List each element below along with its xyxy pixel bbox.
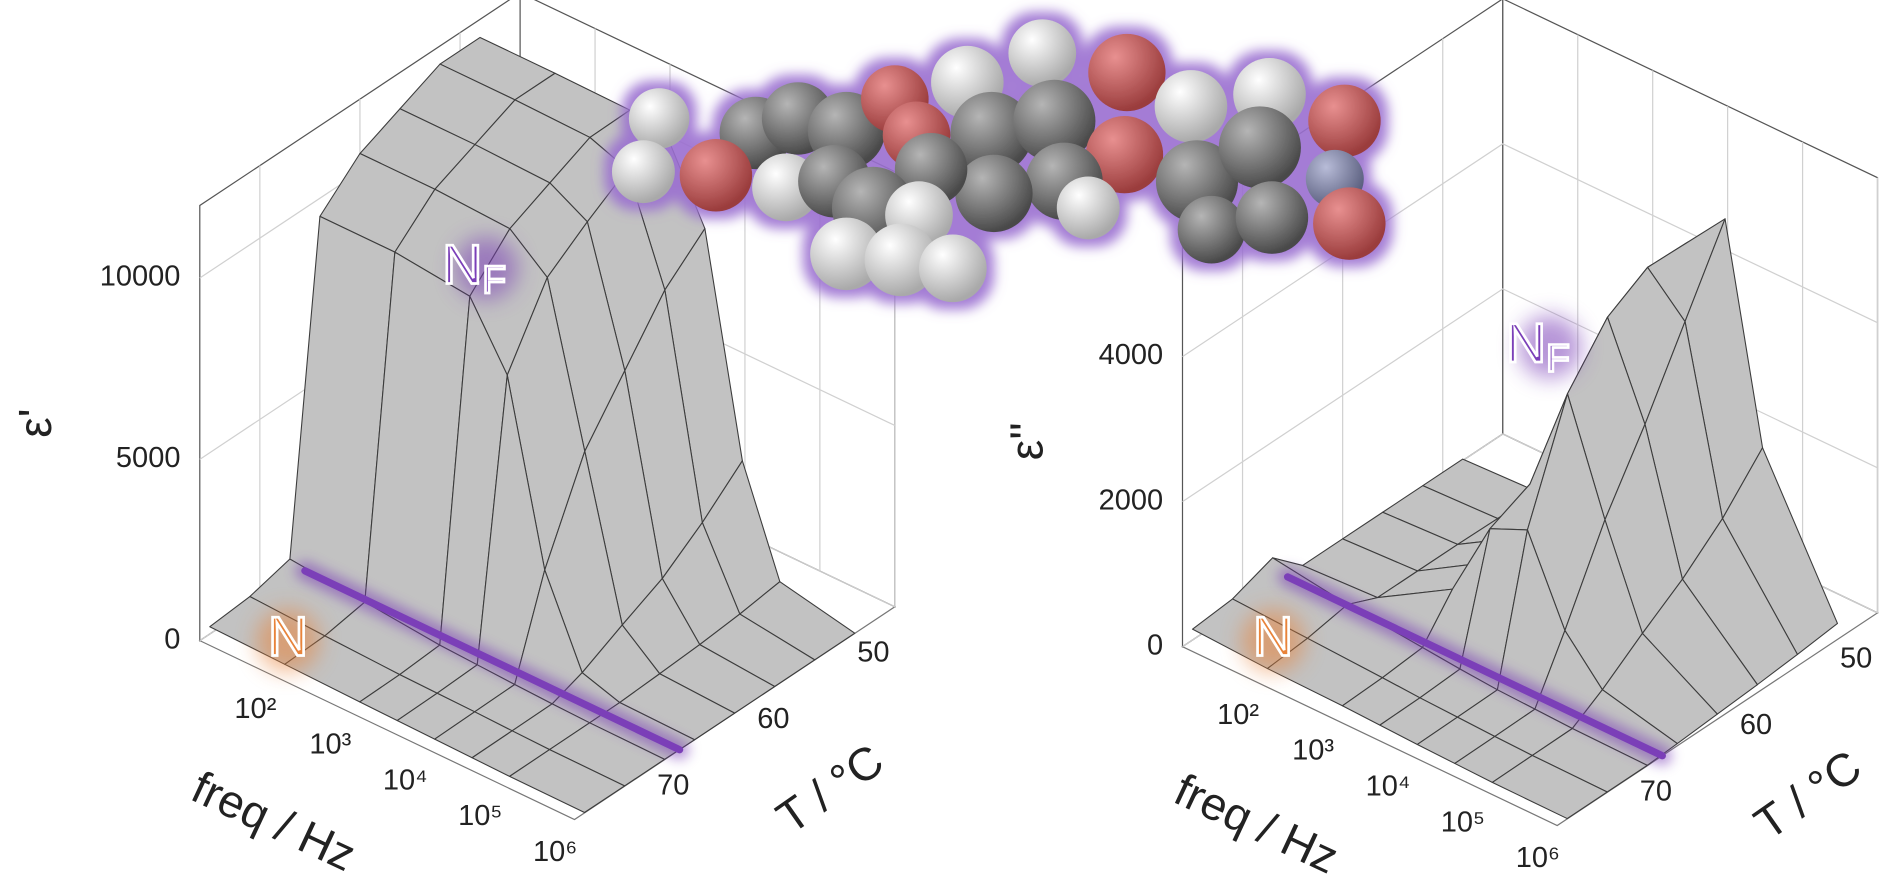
y-tick-label: 70 bbox=[657, 770, 689, 802]
page: {"chart_data": [ {"type": "surface", "zl… bbox=[0, 0, 1896, 886]
x-tick-label: 10⁴ bbox=[383, 764, 428, 796]
z-tick-label: 0 bbox=[1147, 629, 1163, 661]
phase-label-main: N bbox=[268, 605, 308, 667]
x-tick-label: 10² bbox=[234, 693, 276, 725]
x-tick-label: 10⁵ bbox=[458, 800, 502, 832]
x-tick-label: 10⁴ bbox=[1366, 771, 1411, 803]
x-tick-label: 10³ bbox=[1292, 735, 1334, 767]
y-tick-label: 50 bbox=[857, 637, 889, 669]
y-tick-label: 70 bbox=[1640, 776, 1672, 808]
phase-label: N bbox=[1253, 605, 1293, 667]
phase-label: N bbox=[268, 605, 308, 667]
z-tick-label: 5000 bbox=[116, 442, 181, 474]
x-tick-label: 10⁶ bbox=[533, 836, 577, 868]
y-tick-label: 60 bbox=[757, 703, 789, 735]
x-tick-label: 10² bbox=[1217, 699, 1259, 731]
phase-label-main: N bbox=[1506, 312, 1546, 374]
z-tick-label: 2000 bbox=[1099, 484, 1164, 516]
y-axis-title: T / °C bbox=[1745, 740, 1871, 850]
z-axis-title: ε' bbox=[9, 408, 61, 437]
z-tick-label: 0 bbox=[164, 623, 180, 655]
z-axis-title: ε'' bbox=[1000, 422, 1052, 460]
y-tick-label: 60 bbox=[1740, 709, 1772, 741]
x-tick-label: 10⁵ bbox=[1441, 806, 1485, 838]
x-axis-title: freq / Hz bbox=[1167, 763, 1346, 883]
x-tick-label: 10³ bbox=[309, 729, 351, 761]
x-axis-title: freq / Hz bbox=[184, 761, 363, 881]
x-tick-label: 10⁶ bbox=[1516, 842, 1560, 874]
phase-label-main: N bbox=[442, 233, 482, 295]
z-tick-label: 10000 bbox=[100, 261, 181, 293]
phase-label-sub: F bbox=[482, 259, 506, 302]
z-tick-label: 4000 bbox=[1099, 339, 1164, 371]
phase-label-main: N bbox=[1253, 605, 1293, 667]
phase-label-sub: F bbox=[1546, 338, 1570, 381]
figure: 050001000010²10³10⁴10⁵10⁶506070NNFε'freq… bbox=[0, 0, 1896, 886]
y-axis-title: T / °C bbox=[767, 734, 893, 844]
y-tick-label: 50 bbox=[1840, 643, 1872, 675]
